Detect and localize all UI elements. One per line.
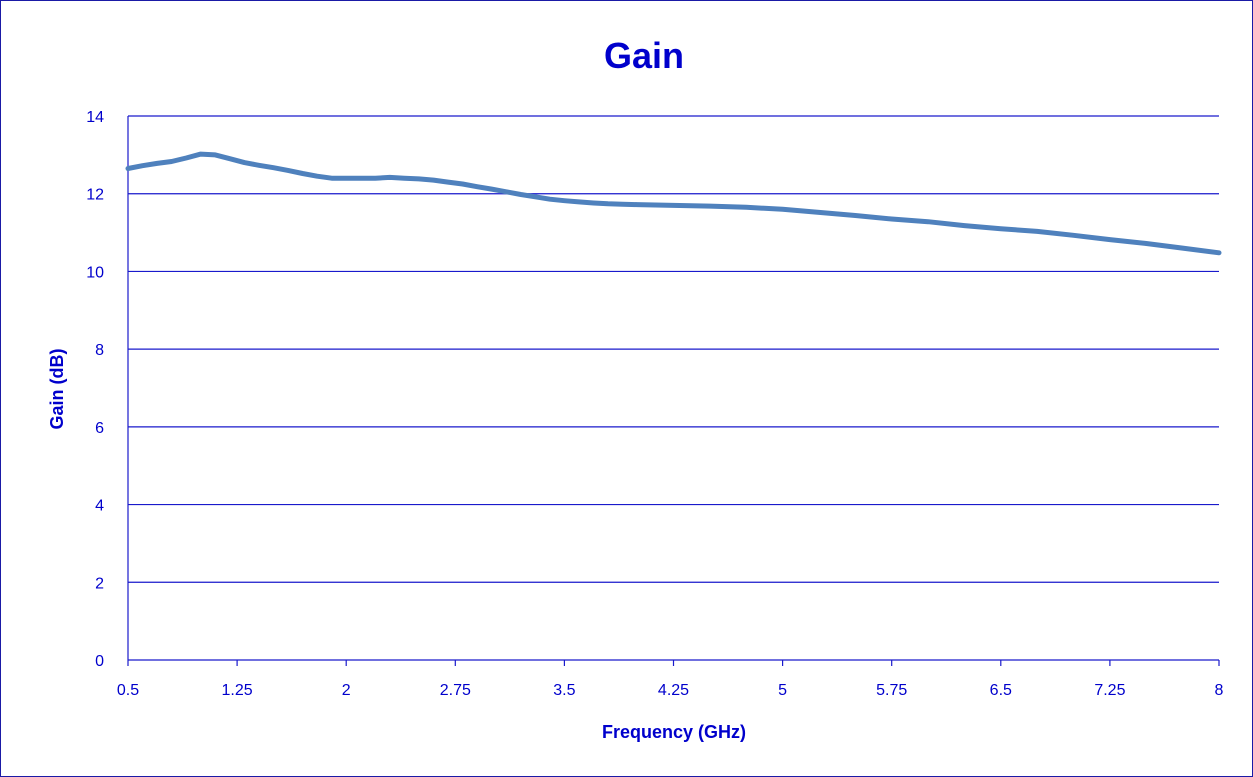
y-axis-title: Gain (dB) [47,349,67,430]
y-tick-labels: 0 2 4 6 8 10 12 14 [86,109,104,670]
x-tick-label: 8 [1215,682,1224,699]
series-layer [125,151,1222,256]
y-tick-label: 2 [95,575,104,592]
gridlines [127,115,1220,666]
y-tick-label: 4 [95,498,104,515]
y-tick-label: 14 [86,109,104,126]
x-tick-labels: 0.5 1.25 2 2.75 3.5 4.25 5 5.75 6.5 7.25 8 [117,682,1224,699]
x-tick-label: 7.25 [1094,682,1125,699]
y-tick-label: 6 [95,420,104,437]
chart-title: Gain [604,35,684,76]
series-line-0 [125,151,1222,256]
x-axis-title: Frequency (GHz) [602,722,746,742]
x-tick-label: 2.75 [440,682,471,699]
x-tick-label: 6.5 [990,682,1012,699]
x-tick-label: 5.75 [876,682,907,699]
x-tick-label: 2 [342,682,351,699]
y-tick-label: 0 [95,653,104,670]
x-tick-label: 4.25 [658,682,689,699]
x-tick-label: 5 [778,682,787,699]
y-tick-label: 12 [86,187,104,204]
x-tick-label: 0.5 [117,682,139,699]
x-tick-label: 1.25 [222,682,253,699]
y-tick-label: 8 [95,342,104,359]
y-tick-label: 10 [86,264,104,281]
x-tick-label: 3.5 [553,682,575,699]
